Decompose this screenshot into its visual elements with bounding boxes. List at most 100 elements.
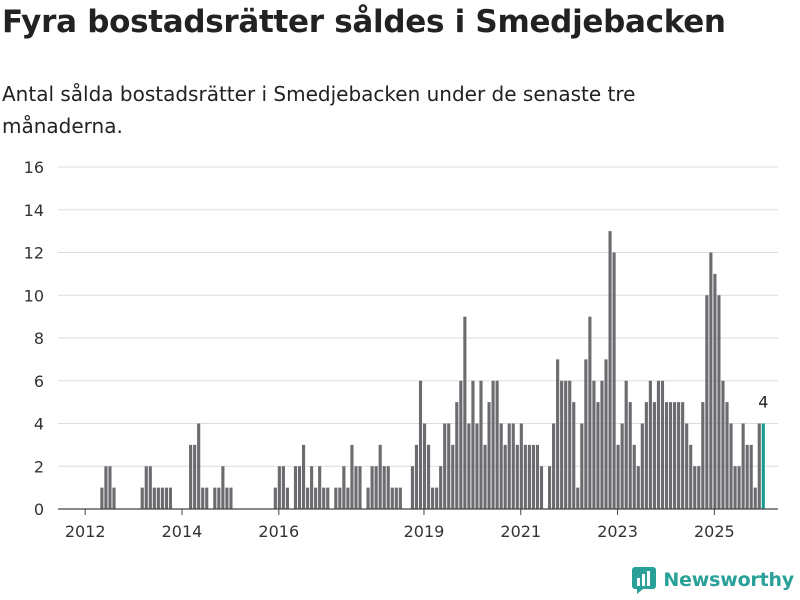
bar bbox=[447, 423, 451, 509]
bar bbox=[334, 487, 338, 510]
newsworthy-logo: Newsworthy bbox=[631, 566, 794, 594]
bar bbox=[435, 487, 439, 510]
bar bbox=[628, 402, 632, 510]
bar-latest bbox=[761, 423, 765, 509]
x-tick-label: 2021 bbox=[500, 522, 541, 541]
bar bbox=[519, 423, 523, 509]
bar bbox=[148, 466, 152, 509]
bar bbox=[168, 487, 173, 510]
bar bbox=[668, 402, 673, 510]
bar bbox=[725, 402, 729, 510]
bar bbox=[745, 444, 749, 510]
bar bbox=[451, 444, 455, 510]
bar bbox=[370, 466, 374, 509]
bar bbox=[535, 444, 540, 510]
bar bbox=[378, 444, 382, 510]
bar bbox=[318, 466, 322, 509]
bar bbox=[588, 316, 592, 510]
bar bbox=[374, 466, 378, 509]
bar bbox=[648, 380, 652, 509]
bar bbox=[467, 423, 471, 509]
bar bbox=[354, 466, 358, 509]
bar bbox=[338, 487, 342, 510]
bar bbox=[410, 466, 414, 509]
bar bbox=[596, 402, 600, 510]
bar bbox=[713, 273, 717, 510]
bar bbox=[681, 402, 685, 510]
bar bbox=[160, 487, 164, 510]
y-tick-label: 14 bbox=[24, 201, 44, 220]
bar bbox=[443, 423, 447, 509]
bar bbox=[685, 423, 689, 509]
x-tick-label: 2012 bbox=[65, 522, 106, 541]
bar bbox=[664, 402, 669, 510]
bar bbox=[358, 466, 362, 509]
bar bbox=[600, 380, 604, 509]
bar bbox=[100, 487, 104, 510]
bar bbox=[729, 423, 733, 509]
x-tick-label: 2019 bbox=[404, 522, 445, 541]
bar bbox=[306, 487, 310, 510]
bar bbox=[483, 444, 487, 510]
bar bbox=[717, 295, 721, 509]
bar bbox=[515, 444, 519, 510]
bar bbox=[523, 444, 527, 510]
bar bbox=[386, 466, 390, 509]
bar bbox=[620, 423, 624, 509]
bar bbox=[560, 380, 564, 509]
chart-subtitle: Antal sålda bostadsrätter i Smedjebacken… bbox=[2, 82, 636, 138]
bar bbox=[539, 466, 544, 509]
bar bbox=[572, 402, 576, 510]
bar bbox=[624, 380, 628, 509]
axes: 0 2 4 6 8 10 12 14 16 4 2012 2014 2016 2019 2021 2023 20… bbox=[24, 158, 778, 541]
bar bbox=[104, 466, 108, 509]
bar bbox=[152, 487, 156, 510]
bar bbox=[487, 402, 491, 510]
bar bbox=[576, 487, 580, 510]
y-tick-label: 10 bbox=[24, 286, 44, 305]
bar bbox=[342, 466, 346, 509]
bar bbox=[491, 380, 495, 509]
bar bbox=[439, 466, 443, 509]
bar bbox=[511, 423, 515, 509]
y-tick-label: 6 bbox=[34, 372, 44, 391]
bar bbox=[217, 487, 221, 510]
bar bbox=[414, 444, 419, 510]
y-tick-label: 4 bbox=[34, 415, 44, 434]
bar bbox=[656, 380, 661, 509]
bar bbox=[660, 380, 665, 509]
bar bbox=[394, 487, 398, 510]
bar bbox=[475, 423, 479, 509]
bar bbox=[503, 444, 507, 510]
bar bbox=[322, 487, 326, 510]
bar bbox=[733, 466, 737, 509]
latest-value-label: 4 bbox=[758, 393, 768, 412]
bar bbox=[390, 487, 394, 510]
bar bbox=[273, 487, 277, 510]
bar bbox=[144, 466, 148, 509]
bar bbox=[612, 252, 616, 509]
bar bbox=[314, 487, 318, 510]
bar bbox=[564, 380, 568, 509]
bar bbox=[673, 402, 677, 510]
bar bbox=[197, 423, 201, 509]
bar bbox=[455, 402, 459, 510]
bar bbox=[156, 487, 160, 510]
bar bbox=[350, 444, 354, 510]
bar bbox=[285, 487, 289, 510]
bar bbox=[552, 423, 556, 509]
bar bbox=[201, 487, 205, 510]
bar bbox=[705, 295, 709, 509]
bar bbox=[431, 487, 435, 510]
bar bbox=[277, 466, 281, 509]
bar bbox=[366, 487, 370, 510]
bar bbox=[527, 444, 531, 510]
bar bbox=[547, 466, 552, 509]
bar bbox=[310, 466, 314, 509]
bar bbox=[205, 487, 209, 510]
bar bbox=[326, 487, 330, 510]
bar bbox=[636, 466, 640, 509]
bar bbox=[422, 423, 427, 509]
bar bbox=[701, 402, 705, 510]
